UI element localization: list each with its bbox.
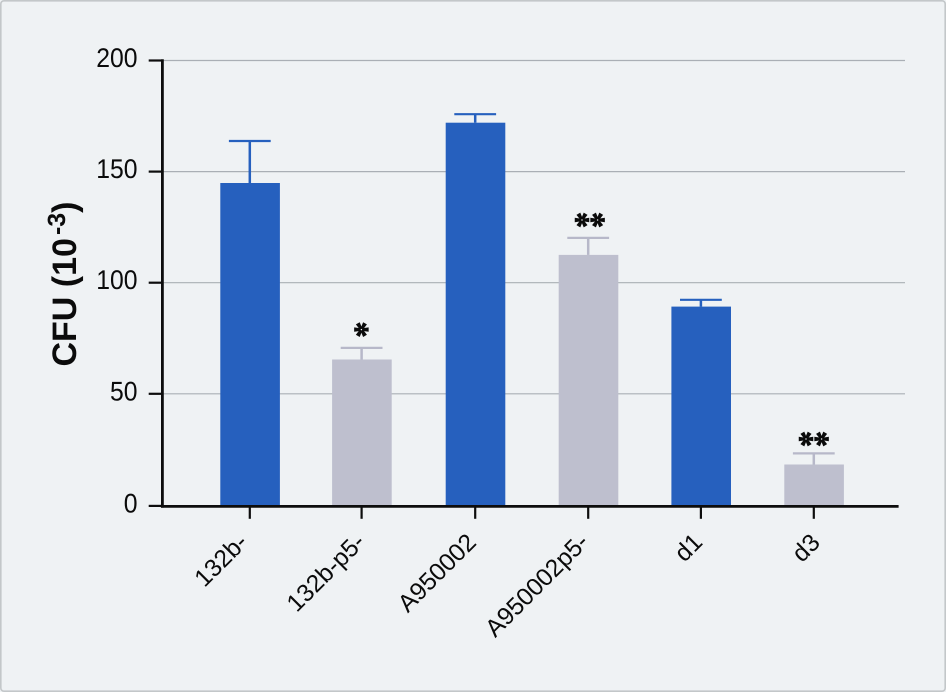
svg-text:132b-p5-: 132b-p5- [282, 529, 371, 618]
svg-text:200: 200 [96, 43, 137, 73]
svg-text:d1: d1 [670, 529, 708, 567]
svg-text:A950002: A950002 [393, 529, 482, 618]
svg-text:132b-: 132b- [190, 529, 254, 593]
svg-text:CFU (10-3): CFU (10-3) [43, 201, 84, 366]
svg-text:d3: d3 [787, 529, 825, 567]
svg-text:0: 0 [124, 488, 138, 518]
svg-text:A950002p5-: A950002p5- [480, 529, 594, 643]
svg-text:100: 100 [96, 265, 137, 295]
svg-text:150: 150 [96, 154, 137, 184]
svg-text:50: 50 [110, 376, 138, 406]
